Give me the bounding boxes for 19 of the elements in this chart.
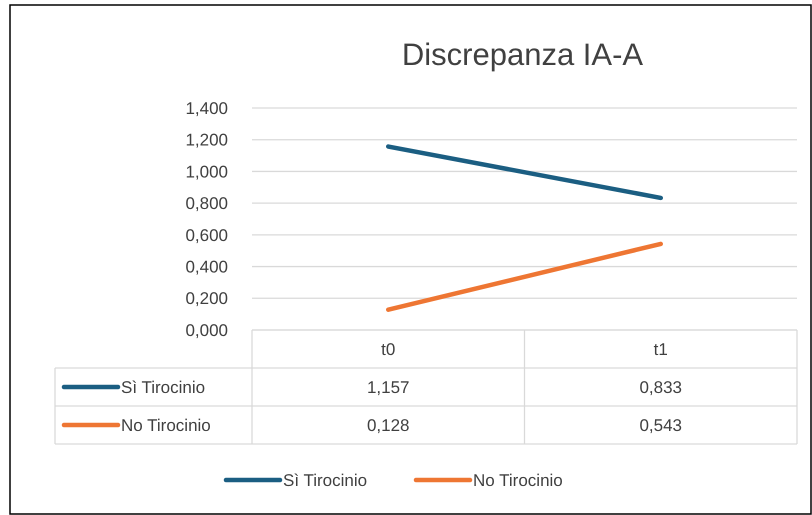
y-tick-label: 1,400	[185, 98, 228, 118]
data-label: 0,128	[366, 416, 410, 435]
y-tick-label: 0,200	[185, 289, 228, 308]
text: Sì Tirocinio	[283, 470, 368, 490]
text: No Tirocinio	[121, 416, 211, 435]
y-tick-label: 0,600	[185, 226, 228, 245]
y-tick-label: 0,400	[185, 258, 228, 277]
data-label: 0,833	[639, 378, 682, 397]
chart-title: Discrepanza IA-A	[402, 37, 644, 72]
data-label: 0,543	[639, 416, 682, 435]
legend-label: No Tirocinio	[473, 470, 563, 490]
y-tick-label: 1,200	[185, 130, 228, 150]
y-tick-label: 0,800	[185, 194, 228, 214]
y-tick-label: 0,000	[185, 320, 228, 340]
x-tick-label: t1	[654, 340, 668, 359]
data-label: 1,157	[366, 378, 410, 397]
legend-label: Sì Tirocinio	[121, 378, 206, 397]
y-tick-label: 1,000	[185, 162, 228, 182]
x-tick-label: t0	[381, 340, 396, 359]
